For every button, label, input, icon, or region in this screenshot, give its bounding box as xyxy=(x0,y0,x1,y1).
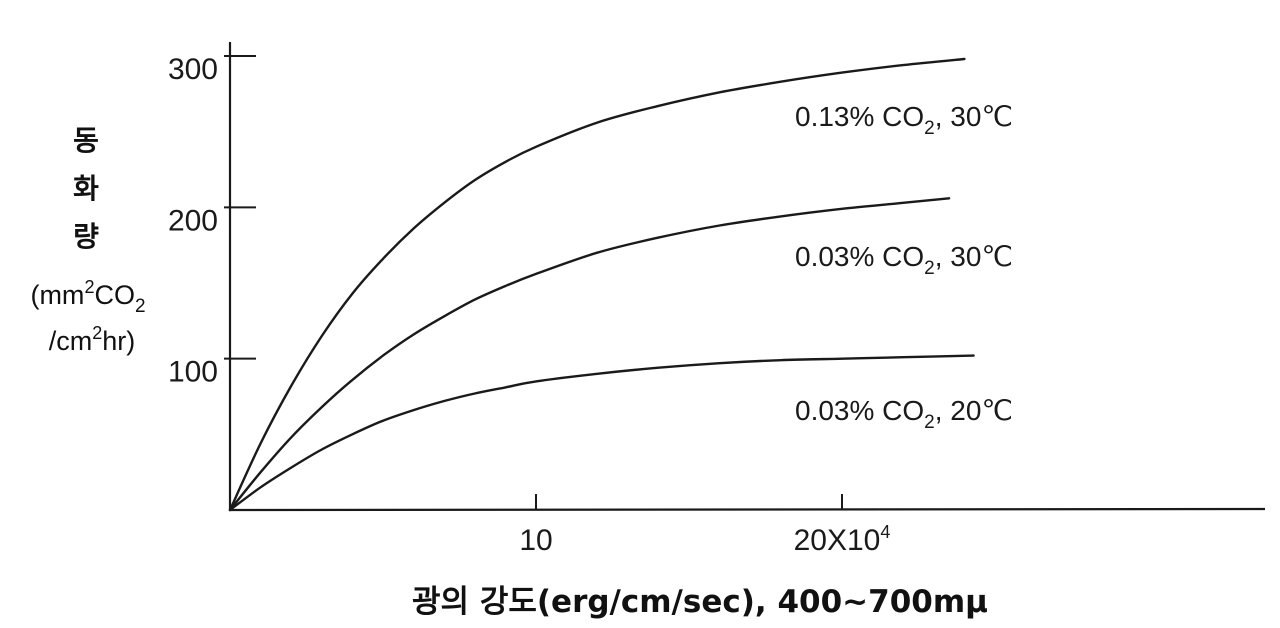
y-axis-label-char-3: 량 xyxy=(73,220,99,253)
series-lines xyxy=(228,57,975,512)
x-axis-line xyxy=(229,507,1266,512)
labels: 0.13% CO2, 30℃ 0.03% CO2, 30℃ 0.03% CO2, 2… xyxy=(30,101,1012,620)
series-label-1: 0.13% CO2, 30℃ xyxy=(795,101,1013,139)
y-axis-label-char-1: 동 xyxy=(73,124,99,157)
series-line-2 xyxy=(228,197,951,512)
y-tick-label-300: 300 xyxy=(168,53,218,86)
y-axis-unit-line-2: /cm2hr) xyxy=(49,323,136,356)
x-tick-label-10: 10 xyxy=(519,524,552,557)
x-axis-label: 광의 강도(erg/cm/sec), 400~700mμ xyxy=(412,584,988,620)
y-tick-label-100: 100 xyxy=(168,356,218,389)
y-axis-label-char-2: 화 xyxy=(73,172,99,205)
series-line-1 xyxy=(228,57,966,512)
series-label-2: 0.03% CO2, 30℃ xyxy=(795,241,1013,279)
x-tick-label-20: 20X104 xyxy=(794,522,891,557)
series-line-3 xyxy=(228,354,975,512)
y-tick-label-200: 200 xyxy=(168,204,218,237)
series-label-3: 0.03% CO2, 20℃ xyxy=(795,395,1013,433)
axes: 100 200 300 10 20X104 xyxy=(168,42,1266,557)
y-axis-unit-line-1: (mm2CO2 xyxy=(30,277,145,317)
